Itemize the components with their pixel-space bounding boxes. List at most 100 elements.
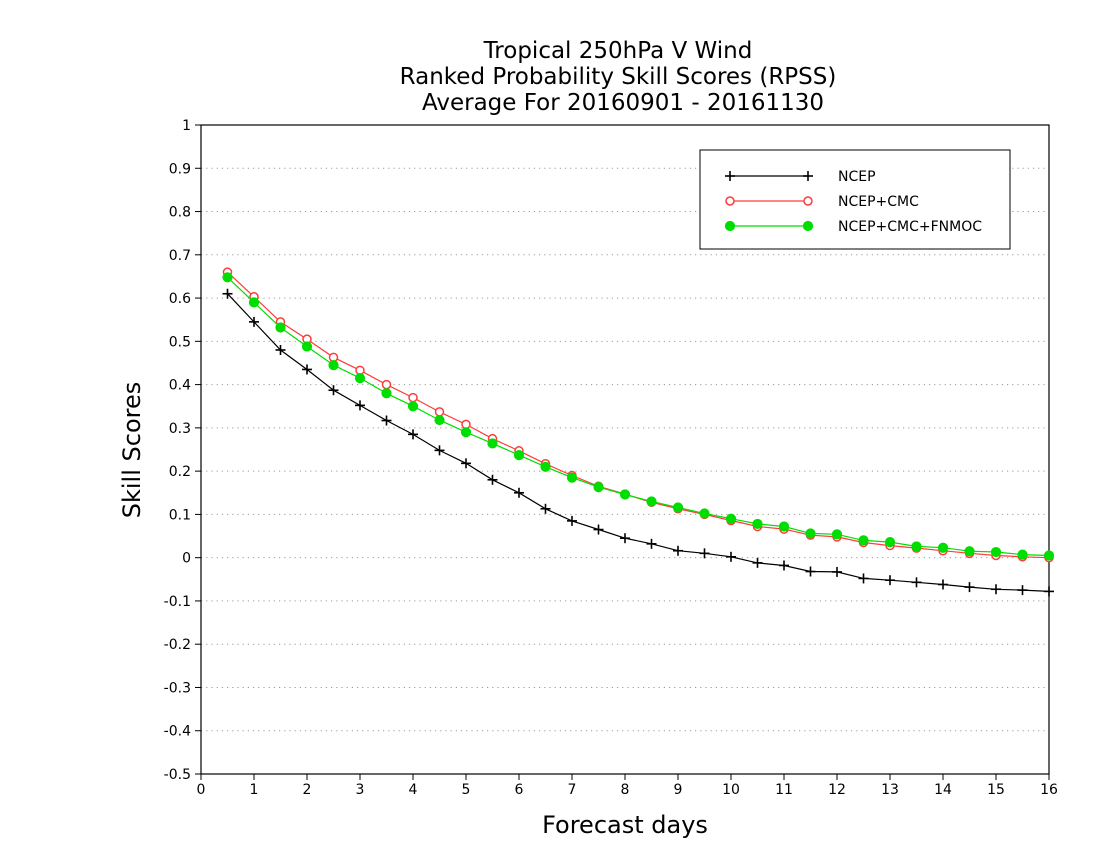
y-tick-label: 0.8 [169, 205, 191, 221]
data-point-ncep-cmc-fnmoc [937, 542, 949, 553]
legend-marker [725, 171, 735, 181]
chart-title-line-3: Average For 20160901 - 20161130 [422, 90, 824, 116]
data-point-ncep-cmc-fnmoc [328, 360, 339, 371]
data-point-ncep [673, 545, 683, 556]
data-point-ncep-cmc-fnmoc [487, 438, 498, 449]
data-point-ncep-cmc-fnmoc [248, 297, 260, 308]
data-point-ncep [567, 515, 577, 526]
chart-title: Tropical 250hPa V Wind Ranked Probabilit… [400, 38, 837, 116]
data-point-ncep-cmc-fnmoc [805, 528, 816, 539]
data-point-ncep [434, 445, 445, 456]
data-point-ncep [487, 474, 498, 485]
data-point-ncep-cmc-fnmoc [990, 546, 1002, 558]
x-tick-label: 16 [1040, 782, 1058, 798]
x-tick-label: 1 [250, 782, 259, 798]
data-point-ncep-cmc [381, 379, 392, 390]
data-point-ncep [911, 577, 922, 588]
legend-item-ncep-cmc: NCEP+CMC [725, 194, 919, 210]
legend-item-ncep-cmc-fnmoc: NCEP+CMC+FNMOC [724, 219, 982, 235]
y-tick-label: -0.3 [164, 680, 191, 696]
y-axis-label: Skill Scores [118, 382, 146, 519]
legend-marker [724, 220, 736, 232]
x-tick-label: 14 [934, 782, 952, 798]
y-tick-label: 0.9 [169, 161, 191, 177]
data-point-ncep-cmc-fnmoc [381, 388, 392, 399]
y-tick-label: 0.4 [169, 378, 191, 394]
x-tick-label: 7 [568, 782, 577, 798]
y-tick-label: 1 [182, 118, 191, 134]
data-point-ncep [328, 385, 339, 396]
data-point-ncep [991, 584, 1001, 595]
y-tick-label: 0.6 [169, 291, 191, 307]
y-axis: -0.5 -0.4 -0.3 -0.2 -0.1 0 0.1 0.2 0.3 0.4 0.5 0.6 0… [164, 118, 201, 783]
data-point-ncep [593, 524, 604, 535]
data-point-ncep [938, 579, 948, 590]
data-point-ncep [964, 582, 975, 593]
x-tick-label: 2 [303, 782, 312, 798]
data-point-ncep-cmc-fnmoc [699, 508, 710, 519]
y-tick-label: -0.5 [164, 767, 191, 783]
data-point-ncep-cmc-fnmoc [275, 322, 286, 333]
y-tick-label: 0.7 [169, 248, 191, 264]
data-point-ncep [222, 288, 233, 299]
data-point-ncep-cmc-fnmoc [884, 536, 896, 548]
x-tick-label: 5 [462, 782, 471, 798]
legend-marker [803, 196, 813, 206]
legend-box [699, 149, 1011, 250]
x-tick-label: 4 [409, 782, 418, 798]
legend-marker [803, 171, 813, 181]
data-point-ncep-cmc-fnmoc [593, 482, 604, 493]
y-tick-label: -0.1 [164, 594, 191, 610]
legend-label: NCEP+CMC+FNMOC [838, 219, 982, 235]
data-point-ncep [540, 503, 551, 514]
y-tick-label: 0.1 [169, 507, 191, 523]
legend-item-ncep: NCEP [725, 169, 876, 185]
data-point-ncep [646, 538, 657, 549]
series-ncep-cmc [222, 267, 1054, 563]
legend-marker [802, 220, 814, 232]
data-point-ncep-cmc-fnmoc [1017, 549, 1028, 560]
x-tick-label: 10 [722, 782, 740, 798]
chart-title-line-2: Ranked Probability Skill Scores (RPSS) [400, 64, 837, 90]
data-point-ncep-cmc-fnmoc [831, 529, 843, 540]
data-point-ncep-cmc-fnmoc [434, 414, 445, 426]
data-point-ncep-cmc-fnmoc [566, 472, 578, 483]
series-line-ncep-cmc-fnmoc [227, 276, 1050, 557]
data-point-ncep [726, 551, 736, 562]
data-point-ncep-cmc-fnmoc [778, 521, 790, 532]
data-point-ncep [355, 400, 365, 411]
x-tick-label: 11 [775, 782, 793, 798]
data-point-ncep [408, 429, 418, 440]
data-point-ncep-cmc-fnmoc [222, 272, 233, 283]
data-point-ncep [275, 344, 286, 355]
data-point-ncep-cmc-fnmoc [513, 450, 525, 461]
x-tick-label: 0 [197, 782, 206, 798]
data-point-ncep [461, 458, 471, 469]
data-point-ncep-cmc-fnmoc [752, 518, 763, 530]
data-point-ncep [620, 533, 630, 544]
data-point-ncep-cmc-fnmoc [460, 427, 472, 438]
data-point-ncep-cmc-fnmoc [672, 502, 684, 513]
series-ncep [222, 288, 1054, 597]
gridlines [201, 167, 1049, 732]
x-tick-label: 3 [356, 782, 365, 798]
y-tick-label: 0.2 [169, 464, 191, 480]
data-point-ncep [302, 364, 312, 375]
chart-title-line-1: Tropical 250hPa V Wind [483, 38, 753, 64]
x-tick-label: 12 [828, 782, 846, 798]
data-point-ncep-cmc-fnmoc [964, 546, 975, 557]
data-point-ncep [699, 548, 710, 559]
data-point-ncep [885, 575, 895, 586]
x-tick-label: 6 [515, 782, 524, 798]
data-point-ncep [858, 573, 869, 584]
x-tick-label: 9 [674, 782, 683, 798]
data-point-ncep-cmc-fnmoc [301, 341, 313, 352]
data-point-ncep [381, 415, 392, 426]
y-tick-label: -0.2 [164, 637, 191, 653]
data-point-ncep-cmc [434, 407, 445, 417]
data-point-ncep [779, 560, 789, 571]
data-point-ncep [249, 316, 259, 327]
y-tick-label: 0.3 [169, 421, 191, 437]
x-axis-label: Forecast days [542, 811, 708, 839]
